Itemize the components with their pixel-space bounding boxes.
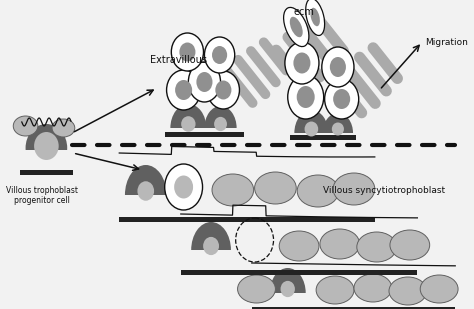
Ellipse shape [316,276,354,304]
Ellipse shape [305,121,318,137]
Ellipse shape [204,106,237,150]
Ellipse shape [306,0,325,36]
Ellipse shape [214,117,227,131]
Bar [202,128,238,154]
Ellipse shape [204,37,235,73]
Ellipse shape [333,173,375,205]
Ellipse shape [174,176,193,198]
Ellipse shape [212,46,227,64]
Ellipse shape [297,86,315,108]
Ellipse shape [320,229,360,259]
Ellipse shape [125,165,166,225]
Ellipse shape [52,119,75,137]
Ellipse shape [332,122,344,136]
Bar [292,133,330,160]
Text: Migration: Migration [425,37,468,46]
Ellipse shape [290,17,303,37]
Ellipse shape [390,230,430,260]
Ellipse shape [175,80,192,100]
Ellipse shape [389,277,427,305]
Ellipse shape [203,237,219,255]
Ellipse shape [166,70,201,110]
Ellipse shape [322,47,354,87]
Text: Villous trophoblast
progenitor cell: Villous trophoblast progenitor cell [6,186,78,205]
Bar [20,170,73,175]
Text: Villous syncytiotrophoblast: Villous syncytiotrophoblast [323,185,445,194]
Ellipse shape [137,181,154,201]
Bar [252,307,455,309]
Ellipse shape [26,124,67,172]
Bar [181,270,418,275]
Bar [268,293,308,309]
Bar [123,195,168,229]
Ellipse shape [164,164,202,210]
Ellipse shape [333,89,350,109]
Ellipse shape [212,174,254,206]
Ellipse shape [13,116,38,136]
Ellipse shape [181,116,196,132]
Ellipse shape [297,175,339,207]
Bar [119,217,375,222]
Ellipse shape [170,104,206,152]
Text: ecm: ecm [293,7,314,17]
Bar [24,150,69,180]
Ellipse shape [207,71,239,109]
Ellipse shape [196,72,212,92]
Ellipse shape [285,42,319,84]
Ellipse shape [294,110,328,156]
Ellipse shape [330,57,346,77]
Ellipse shape [237,275,275,303]
Ellipse shape [357,232,397,262]
Ellipse shape [325,79,359,119]
Ellipse shape [188,62,220,102]
Ellipse shape [179,43,195,61]
Ellipse shape [323,113,353,153]
Ellipse shape [215,81,231,99]
Bar [321,133,355,157]
Bar [290,135,356,140]
Ellipse shape [34,132,59,160]
Bar [168,128,208,156]
Ellipse shape [171,33,203,71]
Ellipse shape [279,231,319,261]
Ellipse shape [354,274,392,302]
Bar [189,250,233,282]
Ellipse shape [420,275,458,303]
Ellipse shape [270,268,306,309]
Text: Extravillous: Extravillous [150,55,208,65]
Bar [164,132,244,137]
Ellipse shape [255,172,296,204]
Ellipse shape [288,75,324,119]
Ellipse shape [191,222,231,278]
Ellipse shape [310,8,320,26]
Ellipse shape [293,53,310,74]
Ellipse shape [283,7,309,47]
Ellipse shape [281,281,295,297]
